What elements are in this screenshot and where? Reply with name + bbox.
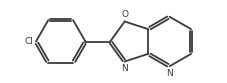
Text: O: O [121,10,128,19]
Text: N: N [166,69,173,78]
Text: Cl: Cl [25,37,34,46]
Text: N: N [121,64,128,73]
